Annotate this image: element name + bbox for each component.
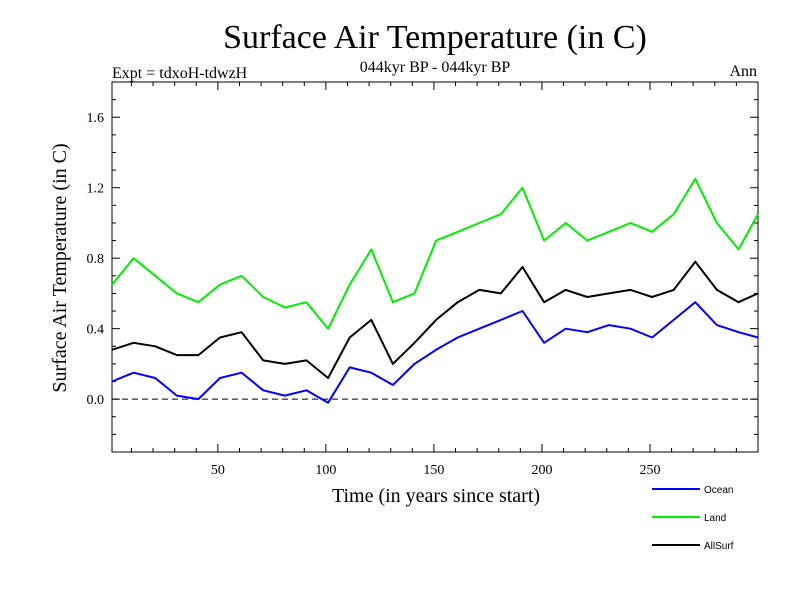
series-line-ocean <box>111 301 759 404</box>
legend: Ocean Land AllSurf <box>652 485 734 552</box>
y-axis-label: Surface Air Temperature (in C) <box>49 143 71 392</box>
plot-area: 0.0 0.4 0.8 1.2 1.6 50 100 150 200 250 <box>87 81 759 478</box>
x-axis-label: Time (in years since start) <box>332 485 540 507</box>
chart-title: Surface Air Temperature (in C) <box>223 19 647 56</box>
x-tick-label: 100 <box>315 463 336 478</box>
y-tick-label: 1.2 <box>87 182 105 197</box>
season-label: Ann <box>729 63 757 80</box>
x-tick-label: 200 <box>531 463 552 478</box>
series-line-allsurf <box>111 260 759 379</box>
legend-label-ocean: Ocean <box>704 485 733 496</box>
x-tick-label: 150 <box>423 463 444 478</box>
y-tick-label: 0.4 <box>87 323 105 338</box>
legend-label-land: Land <box>704 513 726 524</box>
legend-label-allsurf: AllSurf <box>704 541 734 552</box>
period-label: 044kyr BP - 044kyr BP <box>360 59 511 76</box>
x-tick-label: 50 <box>211 463 225 478</box>
y-tick-label: 0.0 <box>87 393 105 408</box>
y-tick-label: 0.8 <box>87 252 105 267</box>
experiment-label: Expt = tdxoH-tdwzH <box>112 65 248 82</box>
series-line-land <box>111 177 759 330</box>
x-tick-label: 250 <box>639 463 660 478</box>
y-tick-label: 1.6 <box>87 111 105 126</box>
plot-frame <box>111 81 759 453</box>
